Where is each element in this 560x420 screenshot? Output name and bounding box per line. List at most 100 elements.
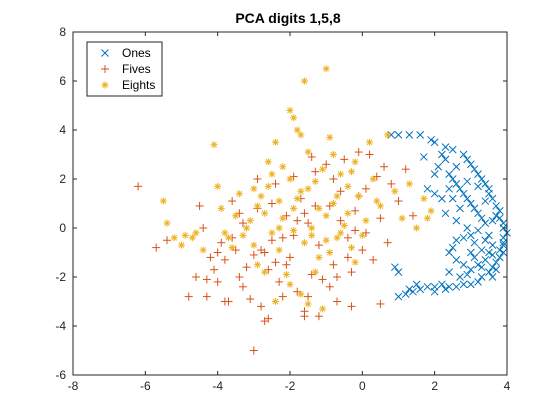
- point-eights: [300, 77, 308, 85]
- point-ones: [459, 150, 468, 159]
- point-fives: [293, 216, 302, 225]
- point-fives: [361, 228, 370, 237]
- point-ones: [394, 131, 403, 139]
- legend-label-ones: Ones: [122, 46, 151, 60]
- point-eights: [322, 65, 330, 73]
- y-tick-label: -6: [55, 368, 66, 382]
- point-eights: [344, 209, 352, 217]
- point-eights: [329, 151, 337, 158]
- point-fives: [231, 246, 240, 255]
- point-eights: [366, 138, 374, 146]
- point-ones: [470, 253, 479, 262]
- point-ones: [416, 131, 425, 139]
- point-ones: [481, 219, 490, 227]
- point-fives: [271, 258, 280, 267]
- point-fives: [358, 246, 367, 255]
- point-fives: [275, 277, 284, 286]
- point-eights: [293, 195, 301, 203]
- point-eights: [210, 141, 218, 149]
- point-eights: [322, 212, 330, 220]
- point-eights: [391, 187, 399, 195]
- point-eights: [181, 231, 189, 239]
- point-fives: [336, 187, 345, 196]
- point-ones: [448, 145, 457, 154]
- point-ones: [477, 175, 486, 183]
- point-eights: [235, 190, 243, 198]
- point-ones: [488, 251, 497, 259]
- point-fives: [235, 209, 244, 218]
- point-eights: [268, 229, 276, 237]
- point-eights: [272, 298, 280, 305]
- point-ones: [463, 194, 472, 203]
- point-ones: [391, 263, 399, 272]
- point-eights: [308, 231, 316, 239]
- point-fives: [311, 201, 320, 210]
- point-eights: [326, 249, 334, 256]
- point-ones: [488, 216, 497, 225]
- point-eights: [275, 224, 283, 232]
- point-ones: [463, 270, 472, 279]
- point-fives: [253, 175, 262, 183]
- point-ones: [466, 199, 475, 208]
- x-tick-label: -6: [140, 379, 151, 393]
- point-eights: [351, 258, 359, 266]
- point-eights: [275, 197, 283, 205]
- point-eights: [290, 226, 298, 234]
- point-eights: [279, 163, 287, 171]
- point-fives: [213, 277, 222, 286]
- point-eights: [413, 224, 421, 232]
- point-eights: [355, 192, 363, 200]
- point-ones: [492, 258, 501, 267]
- point-ones: [456, 204, 464, 213]
- point-fives: [249, 250, 258, 259]
- point-eights: [290, 114, 298, 122]
- point-ones: [474, 278, 482, 286]
- point-ones: [485, 231, 493, 240]
- point-eights: [329, 200, 337, 207]
- point-ones: [412, 280, 421, 289]
- legend-marker-fives: [101, 65, 109, 73]
- point-fives: [322, 160, 331, 169]
- point-fives: [199, 224, 208, 232]
- point-eights: [300, 239, 308, 247]
- point-fives: [304, 292, 313, 301]
- point-eights: [304, 148, 312, 156]
- point-fives: [300, 209, 309, 218]
- point-ones: [466, 160, 475, 169]
- point-ones: [495, 214, 504, 223]
- point-ones: [448, 194, 457, 203]
- point-eights: [261, 209, 269, 217]
- point-fives: [293, 287, 302, 296]
- point-fives: [372, 172, 381, 181]
- point-fives: [333, 273, 342, 281]
- point-ones: [459, 233, 468, 242]
- point-ones: [477, 214, 486, 223]
- point-ones: [470, 238, 479, 247]
- point-fives: [351, 226, 360, 235]
- point-eights: [420, 195, 428, 203]
- point-eights: [178, 241, 185, 249]
- point-eights: [337, 170, 345, 178]
- point-fives: [242, 263, 251, 272]
- point-fives: [300, 312, 309, 321]
- y-tick-label: 6: [59, 74, 66, 88]
- legend-box: [86, 41, 163, 97]
- point-ones: [387, 131, 396, 139]
- point-fives: [195, 201, 204, 210]
- point-fives: [235, 273, 244, 281]
- point-fives: [343, 233, 352, 242]
- x-tick-label: -2: [285, 379, 296, 393]
- point-ones: [488, 273, 497, 281]
- point-eights: [297, 290, 305, 298]
- point-ones: [401, 290, 410, 299]
- point-ones: [427, 135, 435, 144]
- point-fives: [267, 199, 276, 208]
- point-fives: [206, 253, 215, 262]
- point-ones: [488, 194, 497, 203]
- point-ones: [445, 184, 453, 193]
- point-fives: [329, 260, 338, 269]
- point-ones: [499, 241, 508, 250]
- point-ones: [452, 180, 461, 188]
